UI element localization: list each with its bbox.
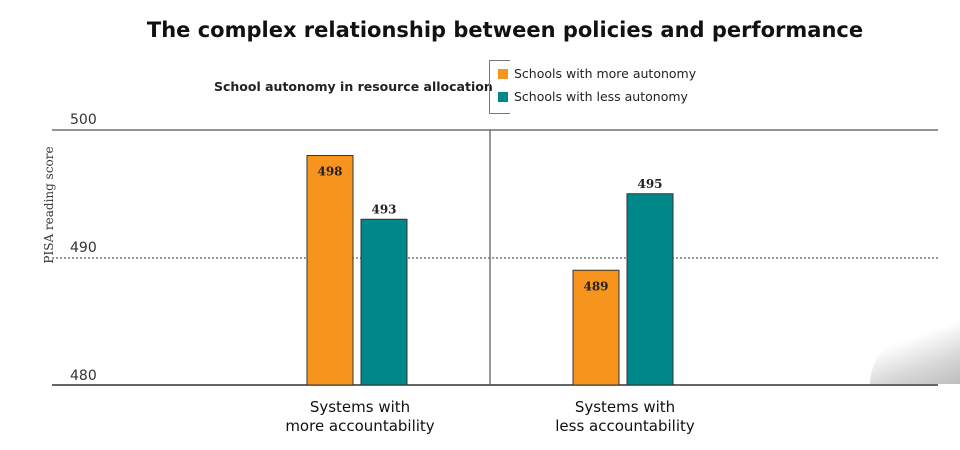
category-line1: Systems with [309, 398, 411, 416]
y-tick-480: 480 [70, 368, 97, 384]
legend-item-less-autonomy: Schools with less autonomy [498, 89, 688, 104]
bar-value-label: 489 [583, 279, 608, 293]
legend-item-more-autonomy: Schools with more autonomy [498, 66, 696, 81]
category-label-less-accountability: Systems with less accountability [515, 398, 735, 436]
y-tick-490: 490 [70, 240, 97, 256]
category-line1: Systems with [574, 398, 676, 416]
legend-label-less-autonomy: Schools with less autonomy [514, 89, 688, 104]
bar-more-autonomy-more-accountability [306, 155, 354, 386]
bar-less-autonomy-less-accountability [626, 193, 674, 386]
legend-swatch-less-autonomy [498, 91, 508, 102]
bar-value-label: 493 [371, 202, 396, 216]
legend-title: School autonomy in resource allocation [214, 79, 493, 94]
bars-group: 498 489 493 495 [306, 155, 674, 386]
category-line2: less accountability [555, 417, 695, 435]
legend-swatch-more-autonomy [498, 68, 508, 79]
chart-title: The complex relationship between policie… [146, 18, 864, 42]
bar-value-label: 498 [317, 165, 342, 179]
y-tick-500: 500 [70, 112, 97, 128]
legend-label-more-autonomy: Schools with more autonomy [514, 66, 697, 81]
bar-less-autonomy-more-accountability [360, 218, 408, 386]
bar-more-autonomy-less-accountability [572, 269, 620, 386]
legend-bracket [489, 60, 510, 114]
y-axis-label: PISA reading score [42, 146, 56, 263]
bar-value-label: 495 [637, 177, 662, 191]
category-label-more-accountability: Systems with more accountability [250, 398, 470, 436]
category-line2: more accountability [285, 417, 435, 435]
